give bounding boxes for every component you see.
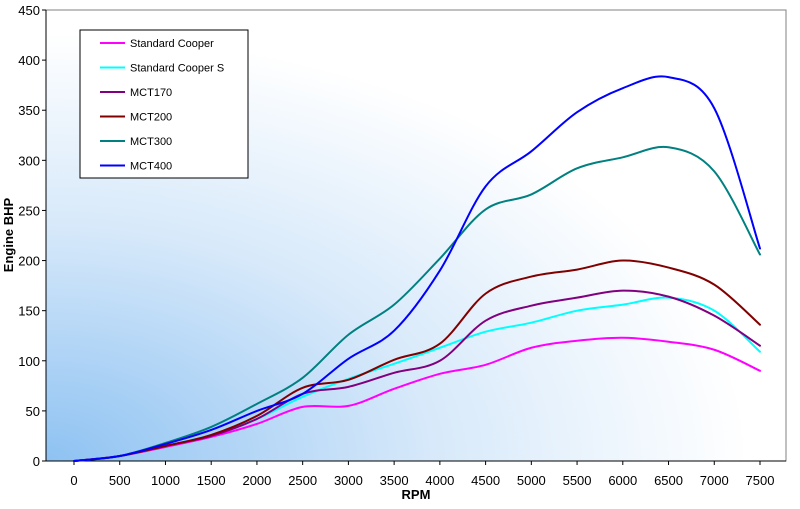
legend-label-mct200: MCT200 [130,112,172,124]
legend-label-mct300: MCT300 [130,136,172,148]
y-tick-label: 100 [18,354,40,369]
x-tick-label: 7000 [700,473,729,488]
x-tick-label: 7500 [746,473,775,488]
x-tick-label: 1000 [151,473,180,488]
x-tick-label: 6000 [608,473,637,488]
series-lines [73,75,761,462]
series-line-mct200 [73,259,761,462]
x-tick-label: 5000 [517,473,546,488]
y-axis-title: Engine BHP [1,197,16,272]
x-tick-label: 3000 [334,473,363,488]
x-axis-title: RPM [402,487,431,502]
x-tick-label: 6500 [654,473,683,488]
legend-label-standard-cooper-s: Standard Cooper S [130,63,224,75]
y-tick-label: 50 [26,404,40,419]
x-tick-label: 4500 [471,473,500,488]
legend-label-mct170: MCT170 [130,87,172,99]
x-tick-label: 0 [70,473,77,488]
y-tick-label: 0 [33,454,40,469]
y-tick-label: 200 [18,254,40,269]
y-tick-label: 450 [18,3,40,18]
x-tick-label: 4000 [425,473,454,488]
legend-label-standard-cooper: Standard Cooper [130,38,214,50]
y-tick-label: 400 [18,53,40,68]
x-tick-label: 500 [109,473,131,488]
y-tick-label: 350 [18,103,40,118]
legend-label-mct400: MCT400 [130,161,172,173]
x-tick-label: 1500 [197,473,226,488]
series-line-mct300 [73,145,761,462]
x-tick-label: 2500 [288,473,317,488]
x-tick-label: 5500 [563,473,592,488]
x-tick-label: 3500 [380,473,409,488]
y-tick-label: 150 [18,304,40,319]
x-tick-label: 2000 [242,473,271,488]
legend: Standard Cooper Standard Cooper S MCT170 MC… [79,29,249,179]
y-tick-label: 300 [18,153,40,168]
legend-box [79,29,249,179]
y-tick-label: 250 [18,203,40,218]
series-line-mct400 [73,75,761,462]
legend-items: Standard Cooper Standard Cooper S MCT170 MC… [100,38,224,173]
